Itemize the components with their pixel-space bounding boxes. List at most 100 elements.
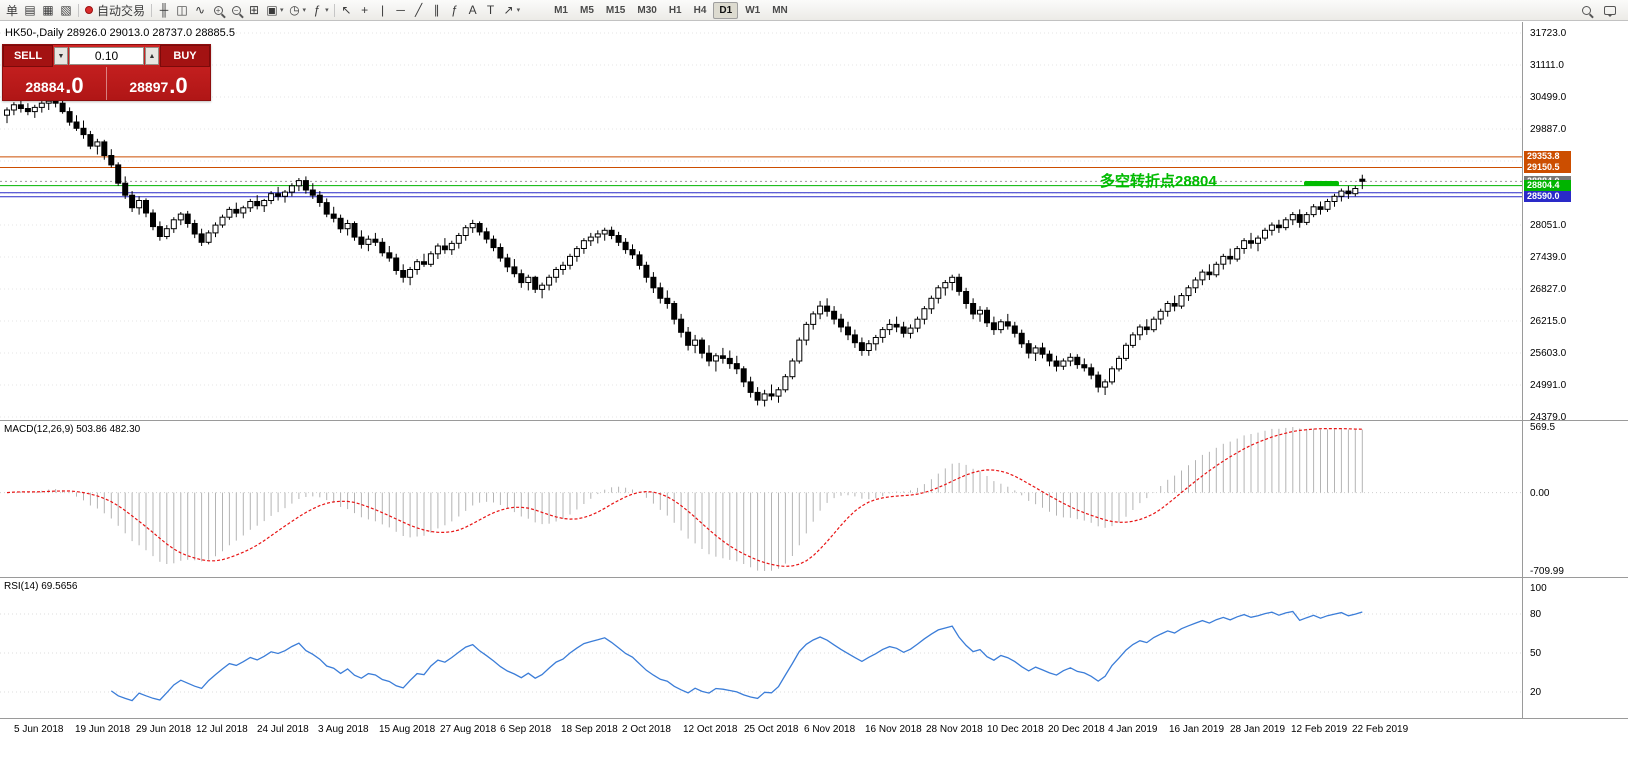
price-tag: 28804.4: [1524, 180, 1571, 192]
panel-separator[interactable]: [0, 420, 1628, 421]
date-axis-label: 12 Oct 2018: [683, 724, 738, 735]
rsi-indicator-label: RSI(14) 69.5656: [4, 581, 78, 592]
price-tag: 29150.5: [1524, 162, 1571, 173]
trendline-icon[interactable]: ╱: [414, 3, 423, 17]
timeframe-mn[interactable]: MN: [772, 4, 788, 16]
date-axis-label: 19 Jun 2018: [75, 724, 131, 735]
market-watch-icon[interactable]: ▤: [24, 3, 36, 17]
price-axis-label: 24379.0: [1530, 412, 1567, 423]
new-order-button[interactable]: 单: [6, 3, 19, 18]
timeframe-h1[interactable]: H1: [668, 4, 682, 16]
sell-price-frac: .0: [65, 73, 84, 98]
date-axis-label: 12 Feb 2019: [1291, 724, 1348, 735]
macd-indicator-canvas[interactable]: [0, 421, 1522, 577]
arrows-icon-dropdown[interactable]: ▾: [516, 7, 521, 14]
rsi-axis-label: 100: [1530, 583, 1547, 594]
timeframe-m30[interactable]: M30: [637, 4, 657, 16]
tile-windows-icon[interactable]: ⊞: [249, 3, 260, 17]
indicators-icon[interactable]: ƒ: [313, 3, 321, 17]
date-axis-label: 6 Sep 2018: [500, 724, 552, 735]
zoom-out-icon[interactable]: −: [227, 2, 245, 19]
price-axis-label: 30499.0: [1530, 92, 1567, 103]
vertical-line-icon[interactable]: |: [381, 3, 385, 17]
panel-separator: [0, 718, 1628, 719]
zoom-in-icon[interactable]: +: [209, 2, 227, 19]
price-axis-label: 27439.0: [1530, 252, 1567, 263]
price-axis-label: 26827.0: [1530, 284, 1567, 295]
new-chart-icon[interactable]: ▣: [266, 3, 278, 17]
date-axis-label: 28 Nov 2018: [926, 724, 983, 735]
price-chart-canvas[interactable]: [0, 22, 1522, 420]
chat-icon[interactable]: [1601, 2, 1619, 19]
date-axis-label: 4 Jan 2019: [1108, 724, 1158, 735]
date-axis-label: 12 Jul 2018: [196, 724, 248, 735]
horizontal-line-icon[interactable]: ─: [396, 3, 405, 17]
timeframe-d1[interactable]: D1: [713, 1, 739, 19]
price-axis-label: 31111.0: [1530, 60, 1564, 71]
volume-input[interactable]: [69, 47, 144, 65]
data-window-icon[interactable]: ▦: [42, 3, 54, 17]
price-axis-label: 24991.0: [1530, 380, 1567, 391]
chart-symbol-header: HK50-,Daily 28926.0 29013.0 28737.0 2888…: [5, 27, 235, 39]
bar-chart-icon[interactable]: ╫: [159, 3, 169, 17]
indicators-icon-dropdown[interactable]: ▾: [325, 7, 329, 14]
price-axis-label: 25603.0: [1530, 348, 1567, 359]
fibonacci-icon[interactable]: ƒ: [451, 3, 458, 17]
autotrading-status-icon: [85, 6, 94, 14]
profiles-icon-dropdown[interactable]: ▾: [302, 7, 307, 14]
macd-axis-label: -709.99: [1530, 566, 1564, 577]
toolbar-separator: [333, 3, 335, 17]
date-axis-label: 25 Oct 2018: [744, 724, 799, 735]
arrows-icon[interactable]: ↗: [503, 3, 514, 17]
price-tag: 29353.8: [1524, 151, 1571, 163]
timeframe-m15[interactable]: M15: [605, 4, 626, 16]
green-trendline-segment[interactable]: [1304, 181, 1339, 186]
navigator-icon[interactable]: ▧: [60, 3, 72, 17]
candlestick-chart-icon[interactable]: ◫: [176, 3, 188, 17]
profiles-icon[interactable]: ◷: [289, 3, 300, 17]
timeframe-h4[interactable]: H4: [693, 4, 707, 16]
rsi-indicator-canvas[interactable]: [0, 578, 1522, 718]
date-axis-label: 29 Jun 2018: [136, 724, 192, 735]
channel-icon[interactable]: ∥: [433, 3, 440, 17]
cursor-icon[interactable]: ↖: [341, 3, 352, 17]
date-axis-label: 15 Aug 2018: [379, 724, 436, 735]
date-axis-label: 18 Sep 2018: [561, 724, 618, 735]
date-axis-label: 27 Aug 2018: [440, 724, 497, 735]
date-axis-label: 2 Oct 2018: [622, 724, 671, 735]
panel-separator[interactable]: [0, 577, 1628, 578]
date-axis-label: 3 Aug 2018: [318, 724, 369, 735]
date-axis[interactable]: 5 Jun 2018 19 Jun 2018 29 Jun 2018 12 Jul 2…: [0, 719, 1628, 741]
rsi-axis-label: 20: [1530, 687, 1542, 698]
crosshair-icon[interactable]: +: [361, 3, 369, 17]
chart-annotation-text: 多空转折点28804: [1100, 173, 1217, 190]
one-click-trade-panel: SELL ▼ ▲ BUY 28884 .0 28897 .0: [2, 44, 211, 101]
timeframe-w1[interactable]: W1: [745, 4, 761, 16]
price-axis[interactable]: 31723.031111.030499.029887.029275.028663…: [1522, 22, 1628, 719]
price-axis-label: 28051.0: [1530, 220, 1567, 231]
macd-axis-label: 0.00: [1530, 487, 1550, 499]
line-chart-icon[interactable]: ∿: [195, 3, 206, 17]
sell-button[interactable]: SELL: [3, 45, 53, 67]
toolbar-separator: [151, 3, 153, 17]
sell-price[interactable]: 28884 .0: [3, 67, 107, 100]
price-axis-label: 29887.0: [1530, 124, 1567, 135]
date-axis-label: 10 Dec 2018: [987, 724, 1044, 735]
volume-down-button[interactable]: ▼: [54, 47, 68, 65]
buy-price[interactable]: 28897 .0: [107, 67, 210, 100]
text-icon[interactable]: A: [468, 3, 477, 17]
text-label-icon[interactable]: T: [486, 3, 495, 17]
date-axis-label: 6 Nov 2018: [804, 724, 856, 735]
volume-up-button[interactable]: ▲: [145, 47, 159, 65]
date-axis-label: 20 Dec 2018: [1048, 724, 1105, 735]
date-axis-label: 24 Jul 2018: [257, 724, 309, 735]
buy-button[interactable]: BUY: [160, 45, 210, 67]
sell-price-main: 28884: [25, 79, 65, 95]
price-axis-label: 31723.0: [1530, 28, 1567, 39]
new-chart-icon-dropdown[interactable]: ▾: [280, 7, 284, 14]
search-icon[interactable]: [1577, 2, 1595, 19]
timeframe-m1[interactable]: M1: [554, 4, 568, 16]
timeframe-m5[interactable]: M5: [580, 4, 594, 16]
autotrading-button[interactable]: 自动交易: [82, 2, 148, 19]
